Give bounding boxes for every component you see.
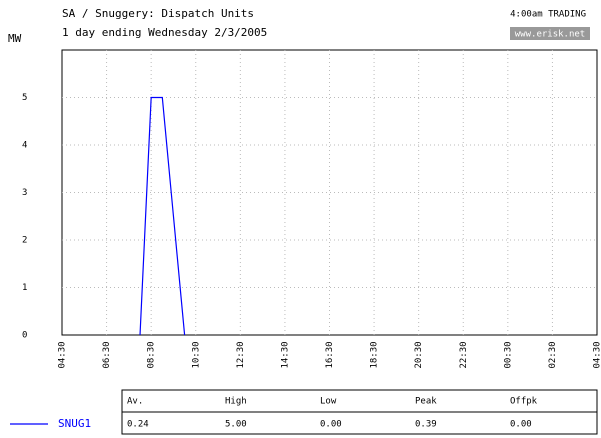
x-tick-label: 22:30 (459, 341, 469, 368)
y-tick-label: 0 (22, 331, 27, 341)
stats-header: Av. (127, 397, 143, 407)
x-tick-label: 06:30 (102, 341, 112, 368)
stats-value: 0.00 (320, 420, 342, 430)
stats-header: Offpk (510, 397, 538, 407)
trading-label: 4:00am TRADING (510, 10, 586, 20)
y-tick-label: 3 (22, 188, 27, 198)
stats-header: Low (320, 397, 337, 407)
source-badge (510, 27, 590, 40)
x-tick-label: 16:30 (325, 341, 335, 368)
x-tick-label: 00:30 (503, 341, 513, 368)
series-line (139, 96, 186, 336)
x-tick-label: 18:30 (370, 341, 380, 368)
y-tick-label: 4 (22, 141, 27, 151)
legend-label: SNUG1 (58, 417, 91, 430)
x-tick-label: 04:30 (58, 341, 68, 368)
chart-title: SA / Snuggery: Dispatch Units (62, 7, 254, 20)
x-tick-label: 02:30 (548, 341, 558, 368)
stats-value: 0.00 (510, 420, 532, 430)
source: www.erisk.net (515, 30, 585, 40)
x-tick-label: 04:30 (593, 341, 601, 368)
y-axis-label: MW (8, 32, 22, 45)
x-tick-label: 08:30 (147, 341, 157, 368)
y-tick-label: 1 (22, 283, 27, 293)
x-tick-label: 10:30 (191, 341, 201, 368)
x-tick-label: 12:30 (236, 341, 246, 368)
y-tick-label: 5 (22, 93, 27, 103)
stats-header: Peak (415, 397, 437, 407)
x-tick-label: 14:30 (280, 341, 290, 368)
y-tick-label: 2 (22, 236, 27, 246)
stats-value: 0.39 (415, 420, 437, 430)
stats-value: 0.24 (127, 420, 149, 430)
x-tick-label: 20:30 (414, 341, 424, 368)
stats-header: High (225, 397, 247, 407)
chart-subtitle: 1 day ending Wednesday 2/3/2005 (62, 26, 267, 39)
stats-value: 5.00 (225, 420, 247, 430)
